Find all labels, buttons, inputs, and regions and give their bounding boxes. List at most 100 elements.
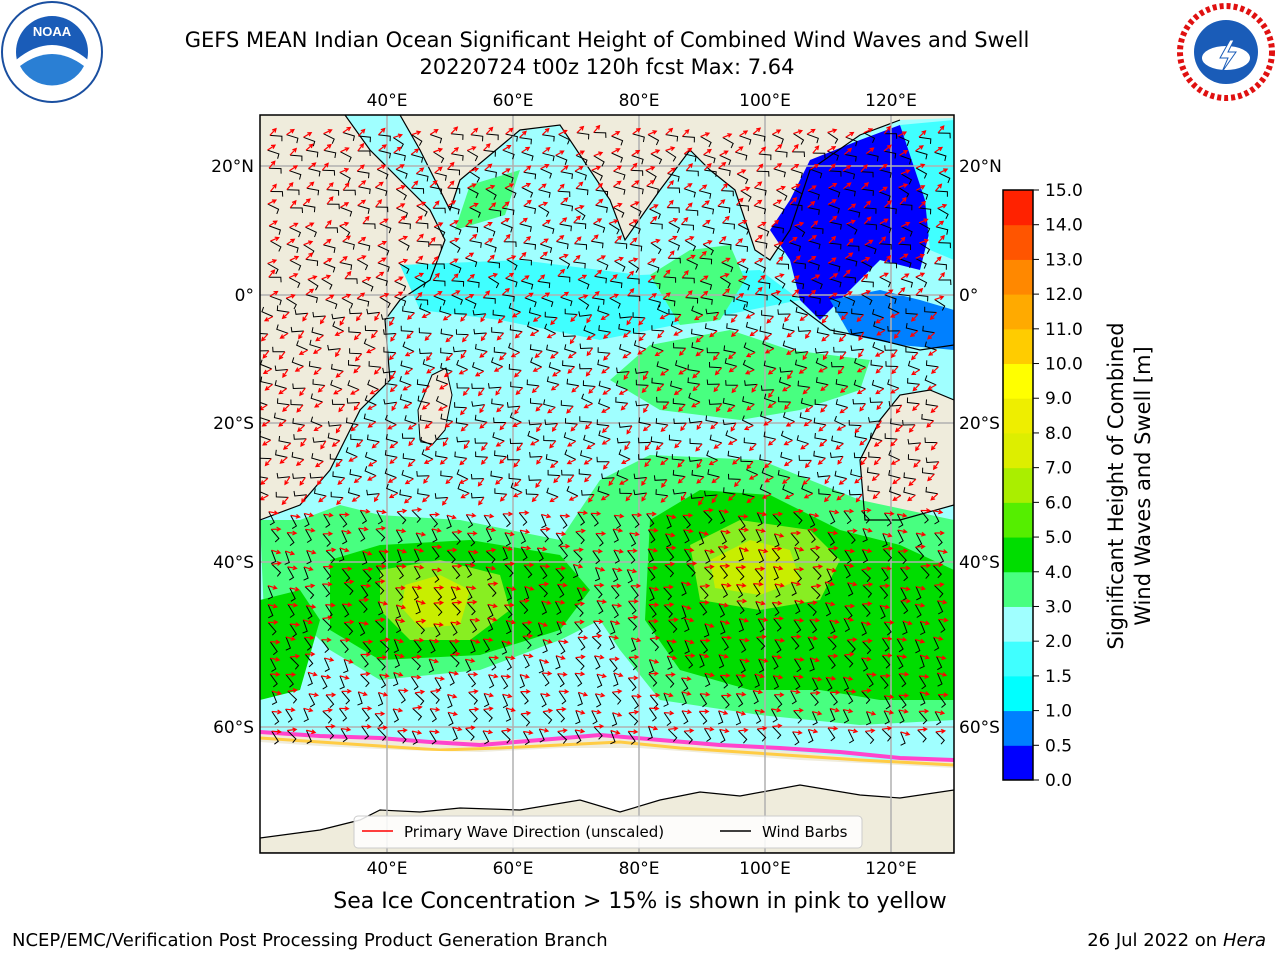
wind-barb <box>655 451 669 460</box>
wind-barb <box>509 324 523 333</box>
wind-barb <box>375 528 386 542</box>
wind-barb <box>528 419 542 426</box>
wave-direction-arrow <box>612 202 623 208</box>
wave-direction-arrow <box>524 585 535 591</box>
wind-barb <box>847 729 855 744</box>
wave-direction-arrow <box>466 273 475 282</box>
wave-direction-arrow <box>431 527 442 533</box>
wind-barb <box>922 325 935 334</box>
wave-direction-arrow <box>932 461 940 471</box>
wind-barb <box>397 689 406 704</box>
wind-barb <box>546 487 559 498</box>
wave-direction-arrow <box>611 583 622 589</box>
wind-barb <box>321 278 333 290</box>
wave-direction-arrow <box>753 581 764 587</box>
wave-direction-arrow <box>536 456 543 465</box>
wind-barb <box>485 528 493 543</box>
wave-direction-arrow <box>483 637 494 643</box>
wind-barb <box>411 509 421 523</box>
wind-barb <box>656 304 669 315</box>
wave-direction-arrow <box>590 511 602 517</box>
wave-direction-arrow <box>929 312 938 321</box>
wind-barb <box>682 277 695 284</box>
wind-barb <box>323 262 336 273</box>
wind-barb <box>289 587 296 602</box>
wave-direction-arrow <box>474 370 485 377</box>
wind-barb <box>773 168 786 178</box>
colorbar-tick-label: 13.0 <box>1045 250 1083 270</box>
wave-direction-arrow <box>376 654 388 660</box>
wave-direction-arrow <box>934 710 946 716</box>
wind-barb <box>780 451 793 461</box>
wind-barb <box>671 454 685 461</box>
wave-direction-arrow <box>395 618 406 624</box>
wind-barb <box>271 711 280 725</box>
wind-barb <box>860 261 873 272</box>
wave-direction-arrow <box>596 255 607 261</box>
wave-direction-arrow <box>786 330 795 338</box>
wave-direction-arrow <box>421 385 430 393</box>
wave-direction-arrow <box>627 614 639 620</box>
wave-direction-arrow <box>393 133 403 139</box>
wind-barb <box>466 150 479 162</box>
colorbar-tick-label: 9.0 <box>1045 389 1072 409</box>
wave-direction-arrow <box>863 216 872 225</box>
wave-direction-arrow <box>736 258 747 264</box>
wave-direction-arrow <box>387 424 397 430</box>
wave-direction-arrow <box>728 365 738 373</box>
wave-direction-arrow <box>828 292 838 299</box>
wind-barb <box>794 547 800 562</box>
wave-direction-arrow <box>812 676 823 682</box>
wind-barb <box>313 488 327 497</box>
wind-barb <box>502 149 515 160</box>
wave-direction-arrow <box>937 125 945 134</box>
wave-direction-arrow <box>911 369 921 376</box>
wind-barb <box>593 223 606 233</box>
wave-direction-arrow <box>574 236 582 245</box>
wave-direction-arrow <box>915 602 926 608</box>
wave-direction-arrow <box>360 583 372 589</box>
wave-direction-arrow <box>318 495 327 503</box>
wave-direction-arrow <box>727 439 738 445</box>
wave-direction-arrow <box>285 672 297 678</box>
wave-direction-arrow <box>665 532 676 538</box>
wind-barb <box>668 434 682 442</box>
wave-direction-arrow <box>649 215 658 224</box>
wind-barb <box>776 263 790 270</box>
wave-direction-arrow <box>392 707 404 713</box>
wind-barb <box>397 730 407 744</box>
wind-barb <box>411 730 418 745</box>
wave-direction-arrow <box>642 371 649 381</box>
wave-direction-arrow <box>542 708 554 714</box>
wind-barb <box>289 154 303 162</box>
wave-direction-arrow <box>505 127 514 135</box>
wave-direction-arrow <box>881 565 892 571</box>
wave-direction-arrow <box>452 563 463 569</box>
wave-direction-arrow <box>711 476 720 484</box>
wind-barb <box>344 278 358 284</box>
wave-direction-arrow <box>301 494 308 504</box>
wave-direction-arrow <box>884 694 895 700</box>
wave-direction-arrow <box>793 508 804 514</box>
wind-barb <box>792 151 805 158</box>
wave-direction-arrow <box>718 236 727 244</box>
wind-barb <box>540 529 550 543</box>
wind-barb <box>699 280 713 290</box>
wave-direction-arrow <box>340 726 352 732</box>
wind-barb <box>592 550 601 565</box>
wind-barb <box>451 153 464 161</box>
wave-direction-arrow <box>754 234 763 242</box>
wave-direction-arrow <box>648 527 659 533</box>
wind-barb <box>557 275 571 283</box>
wind-barb <box>879 585 889 600</box>
wind-barb <box>700 297 713 305</box>
wave-direction-arrow <box>845 131 855 138</box>
wind-barb <box>667 173 680 182</box>
wind-barb <box>557 190 571 198</box>
wave-direction-arrow <box>738 527 750 533</box>
wind-barb <box>360 654 369 668</box>
wave-direction-arrow <box>768 389 775 399</box>
wind-barb <box>451 280 465 287</box>
wind-barb <box>866 467 880 475</box>
wave-direction-arrow <box>784 401 792 410</box>
